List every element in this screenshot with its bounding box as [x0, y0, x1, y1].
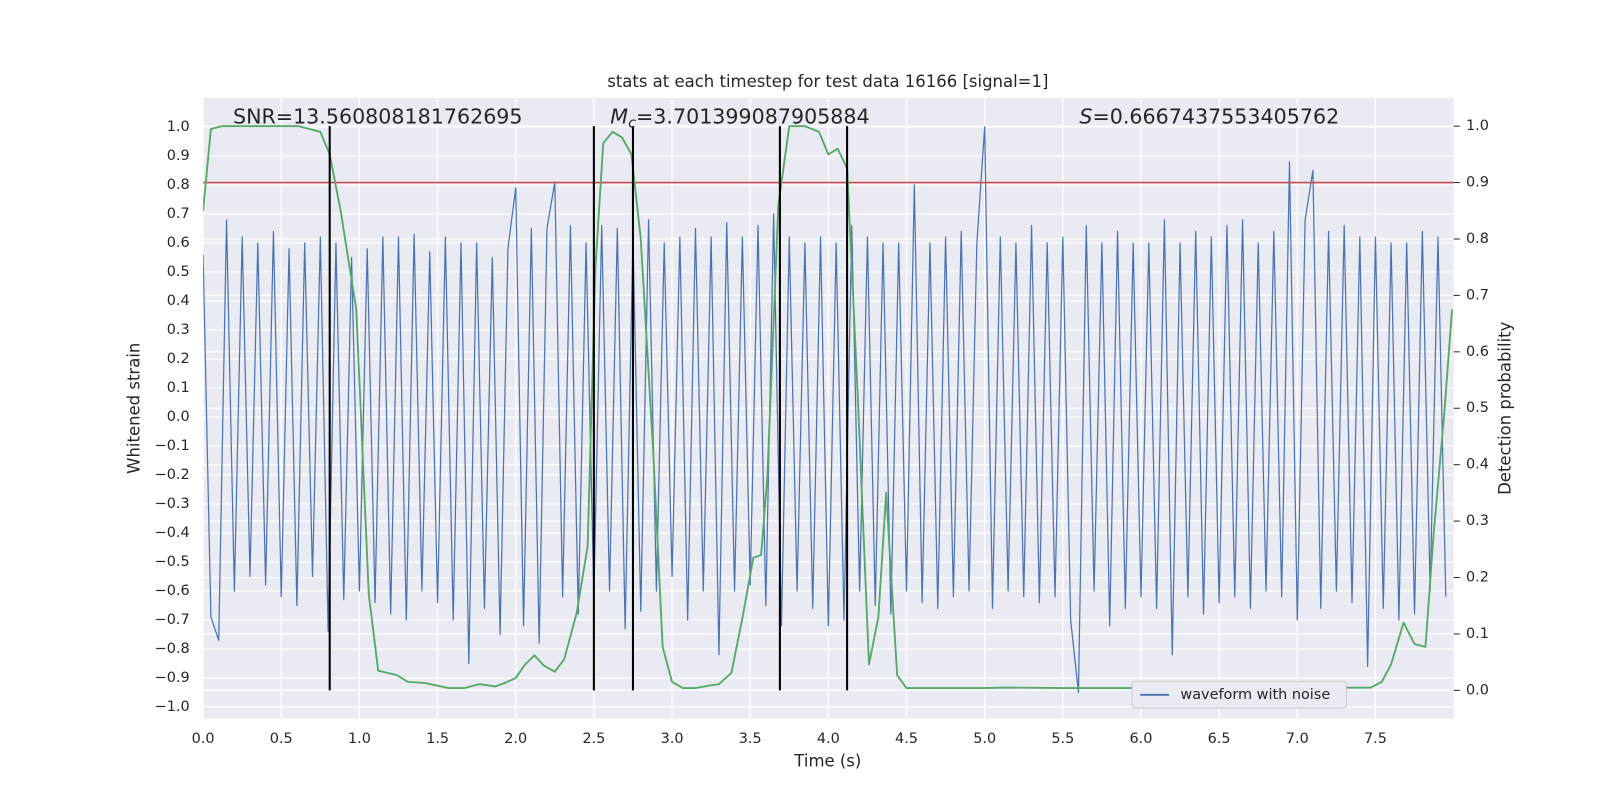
y2-tick-label: 0.2: [1466, 570, 1489, 586]
y2-tick-label: 1.0: [1466, 118, 1489, 134]
y-tick-label: 0.6: [167, 235, 190, 251]
x-tick-label: 0.5: [270, 731, 293, 747]
x-tick-label: 1.0: [348, 731, 371, 747]
y-tick-label: 0.0: [167, 409, 190, 425]
y-tick-label: 0.8: [167, 177, 190, 193]
x-tick-label: 2.0: [504, 731, 527, 747]
y-tick-label: −0.4: [155, 525, 190, 541]
annotation-subscript: c: [628, 116, 636, 132]
series-line: [203, 126, 1447, 694]
annotation-symbol: M: [610, 105, 628, 129]
y2-tick-label: 0.3: [1466, 513, 1489, 529]
legend-box: [1131, 680, 1347, 709]
y-tick-label: 0.9: [167, 148, 190, 164]
legend-label: waveform with noise: [1180, 687, 1330, 703]
y-tick-label: −0.3: [155, 496, 190, 512]
series-line: [203, 125, 1453, 690]
annotation-text: =3.701399087905884: [636, 105, 870, 129]
y-tick-label: −1.0: [155, 699, 190, 715]
x-tick-label: 3.5: [739, 731, 762, 747]
chart-title: stats at each timestep for test data 161…: [607, 72, 1048, 91]
annotation: SNR=13.560808181762695: [233, 105, 523, 129]
y2-tick-label: 0.1: [1466, 626, 1489, 642]
x-tick-label: 0.0: [192, 731, 215, 747]
legend: waveform with noise: [1131, 680, 1347, 709]
x-tick-label: 7.5: [1364, 731, 1387, 747]
y-tick-label: −0.8: [155, 641, 190, 657]
y2-tick-label: 0.9: [1466, 175, 1489, 191]
annotation-text: SNR=13.560808181762695: [233, 105, 523, 129]
y-tick-label: 0.7: [167, 206, 190, 222]
annotations: SNR=13.560808181762695 Mc=3.7013990879058…: [233, 105, 1339, 132]
y2-tick-label: 0.0: [1466, 682, 1489, 698]
y-tick-label: −0.2: [155, 467, 190, 483]
marks: [203, 125, 1454, 694]
y-tick-label: −0.5: [155, 554, 190, 570]
y2-tick-label: 0.4: [1466, 457, 1489, 473]
x-tick-label: 3.0: [661, 731, 684, 747]
ticks: 0.0 0.5 1.0 1.5 2.0 2.5 3.0 3.5 4.0 4.5 5.0 5.5 6.0 6…: [155, 118, 1489, 747]
y-tick-label: 0.3: [167, 322, 190, 338]
x-axis-label: Time (s): [793, 751, 861, 770]
x-tick-label: 2.5: [582, 731, 605, 747]
x-tick-label: 4.0: [817, 731, 840, 747]
x-tick-label: 6.0: [1130, 731, 1153, 747]
y-tick-label: 0.5: [167, 264, 190, 280]
y2-tick-label: 0.8: [1466, 231, 1489, 247]
annotation-symbol: S: [1079, 105, 1092, 129]
y2-tick-label: 0.6: [1466, 344, 1489, 360]
y-tick-label: 1.0: [167, 119, 190, 135]
y-tick-label: −0.6: [155, 583, 190, 599]
annotation: Mc=3.701399087905884: [610, 105, 869, 132]
y-tick-label: 0.1: [167, 380, 190, 396]
y2-tick-label: 0.5: [1466, 400, 1489, 416]
x-tick-label: 4.5: [895, 731, 918, 747]
y2-tick-label: 0.7: [1466, 287, 1489, 303]
y-tick-label: −0.1: [155, 438, 190, 454]
y-tick-label: 0.4: [167, 293, 190, 309]
x-tick-label: 7.0: [1286, 731, 1309, 747]
y-tick-label: −0.9: [155, 670, 190, 686]
annotation-text: =0.6667437553405762: [1092, 105, 1339, 129]
y-tick-label: 0.2: [167, 351, 190, 367]
x-tick-label: 6.5: [1208, 731, 1231, 747]
y2-axis-label: Detection probability: [1496, 321, 1515, 495]
annotation: S=0.6667437553405762: [1079, 105, 1339, 129]
x-tick-label: 1.5: [426, 731, 449, 747]
x-tick-label: 5.5: [1051, 731, 1074, 747]
y-axis-label: Whitened strain: [125, 343, 144, 474]
x-tick-label: 5.0: [973, 731, 996, 747]
y-tick-label: −0.7: [155, 612, 190, 628]
